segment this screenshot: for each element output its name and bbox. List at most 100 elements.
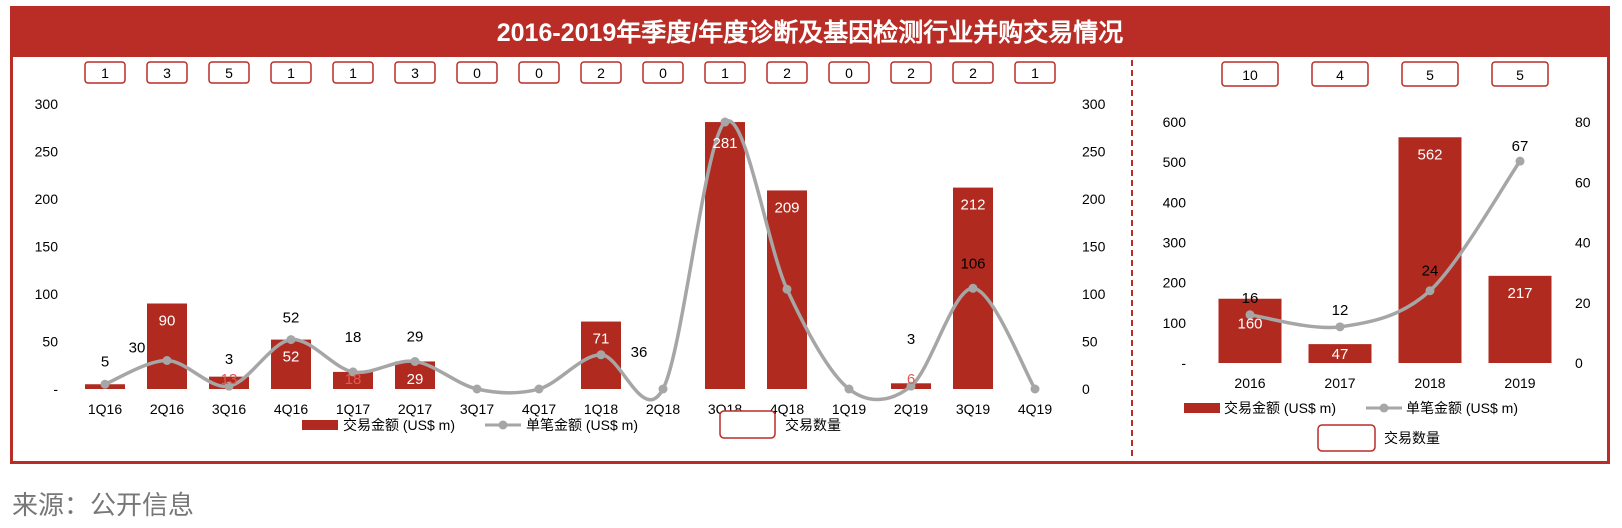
line-value-label: 106	[960, 255, 985, 272]
count-box	[704, 61, 746, 84]
y-tick-label: 200	[1163, 275, 1187, 291]
line-point	[534, 384, 544, 394]
bar-value-label: 6	[907, 371, 915, 388]
line-point	[286, 335, 296, 345]
count-label: 10	[1242, 67, 1258, 83]
x-tick-label: 2Q16	[150, 401, 184, 417]
count-box	[1491, 61, 1549, 87]
y-tick-label: 400	[1163, 194, 1187, 210]
x-tick-label: 1Q16	[88, 401, 122, 417]
x-tick-label: 4Q16	[274, 401, 308, 417]
x-tick-label: 2018	[1414, 375, 1445, 391]
count-label: 2	[597, 65, 605, 81]
bar	[147, 303, 187, 389]
line-point	[658, 384, 668, 394]
count-label: 3	[163, 65, 171, 81]
count-label: 1	[1031, 65, 1039, 81]
line-value-label: 12	[1332, 302, 1349, 319]
y-tick-label: 300	[35, 96, 59, 112]
count-label: 0	[845, 65, 853, 81]
x-tick-label: 3Q17	[460, 401, 494, 417]
y2-tick-label: 100	[1082, 286, 1106, 302]
x-tick-label: 1Q18	[584, 401, 618, 417]
count-label: 3	[411, 65, 419, 81]
bar	[1488, 275, 1552, 363]
bar-value-label: 217	[1507, 285, 1532, 302]
series-line	[104, 119, 1037, 402]
count-box	[1311, 61, 1369, 87]
count-label: 4	[1336, 67, 1344, 83]
x-tick-label: 2019	[1504, 375, 1535, 391]
legend-line-label: 单笔金额 (US$ m)	[526, 417, 638, 433]
x-tick-label: 2016	[1234, 375, 1265, 391]
chart-canvas: -5010015020025030005010015020025030011Q1…	[35, 60, 1591, 458]
line-point	[1515, 156, 1525, 166]
line-point	[1335, 322, 1345, 332]
line-point	[596, 350, 606, 360]
legend-line-point	[1379, 403, 1389, 413]
source-note: 来源：公开信息	[12, 491, 195, 521]
bar-value-label: 90	[159, 313, 176, 330]
legend-line-point	[498, 420, 508, 430]
bar-value-label: 47	[1332, 346, 1349, 363]
count-box	[270, 61, 312, 84]
line-point	[782, 284, 792, 294]
count-box	[766, 61, 808, 84]
count-label: 5	[1426, 67, 1434, 83]
x-tick-label: 2Q19	[894, 401, 928, 417]
y2-tick-label: 40	[1575, 235, 1591, 251]
count-label: 2	[907, 65, 915, 81]
bar-value-label: 562	[1417, 146, 1442, 163]
x-tick-label: 1Q17	[336, 401, 370, 417]
count-label: 1	[101, 65, 109, 81]
y-tick-label: -	[1181, 355, 1186, 371]
y2-tick-label: 50	[1082, 334, 1098, 350]
y2-tick-label: 300	[1082, 96, 1106, 112]
line-point	[1030, 384, 1040, 394]
x-tick-label: 2017	[1324, 375, 1355, 391]
count-box	[332, 61, 374, 84]
count-box	[1401, 61, 1459, 87]
line-value-label: 67	[1512, 138, 1529, 155]
x-tick-label: 2Q18	[646, 401, 680, 417]
bar	[705, 122, 745, 390]
line-value-label: 5	[101, 353, 109, 370]
y2-tick-label: 80	[1575, 114, 1591, 130]
legend-bar-swatch	[1184, 403, 1220, 413]
y-tick-label: 100	[35, 286, 59, 302]
bar-value-label: 212	[960, 197, 985, 214]
legend-box-swatch	[1317, 424, 1376, 452]
line-value-label: 18	[345, 329, 362, 346]
line-point	[224, 381, 234, 391]
line-value-label: 3	[907, 331, 915, 348]
legend-bar-swatch	[302, 420, 338, 430]
y-tick-label: 600	[1163, 114, 1187, 130]
y2-tick-label: 200	[1082, 191, 1106, 207]
legend-box-label: 交易数量	[785, 417, 841, 433]
count-box	[394, 61, 436, 84]
x-tick-label: 4Q17	[522, 401, 556, 417]
legend-line-label: 单笔金额 (US$ m)	[1406, 400, 1518, 416]
count-label: 1	[349, 65, 357, 81]
series-line	[1249, 160, 1522, 330]
bar-value-label: 13	[221, 371, 238, 388]
line-point	[472, 384, 482, 394]
y2-tick-label: 150	[1082, 239, 1106, 255]
line-point	[162, 356, 172, 365]
count-box	[146, 61, 188, 84]
x-tick-label: 2Q17	[398, 401, 432, 417]
y-tick-label: 500	[1163, 154, 1187, 170]
y-tick-label: 150	[35, 239, 59, 255]
count-label: 5	[225, 65, 233, 81]
line-value-label: 29	[407, 328, 424, 345]
bar-value-label: 160	[1237, 316, 1262, 333]
y-tick-label: 50	[42, 334, 58, 350]
line-value-label: 36	[631, 344, 648, 361]
line-point	[100, 379, 110, 389]
count-label: 2	[783, 65, 791, 81]
line-value-label: 52	[283, 310, 300, 327]
y-tick-label: 300	[1163, 235, 1187, 251]
bar	[1218, 298, 1282, 363]
count-box	[1014, 61, 1056, 84]
y2-tick-label: 0	[1082, 381, 1090, 397]
